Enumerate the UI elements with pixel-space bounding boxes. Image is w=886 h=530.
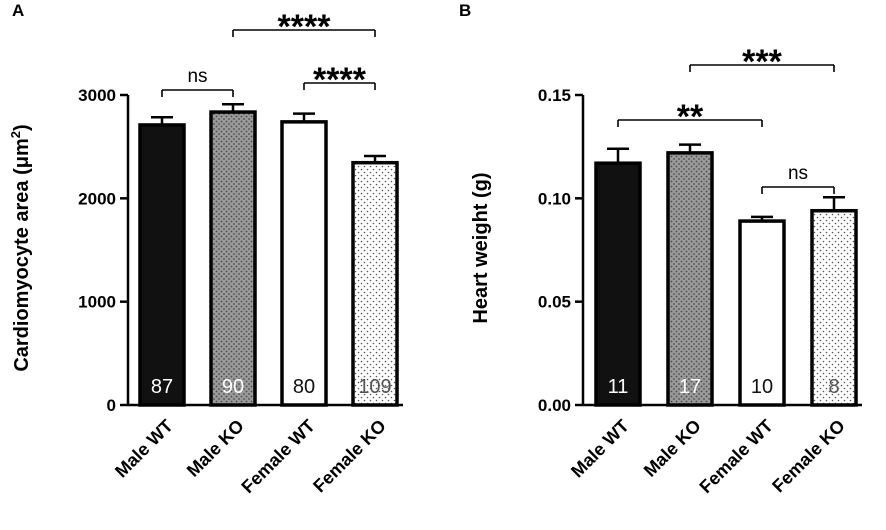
- x-tick-label: Male KO: [640, 416, 705, 481]
- x-tick-label: Female KO: [768, 416, 849, 497]
- bar-n-label: 87: [151, 376, 173, 398]
- panel-b: B Heart weight (g) 0.00 0.05 0.10 0.15 11 Male …: [459, 1, 862, 497]
- y-tick-label: 0.00: [538, 396, 571, 415]
- significance-label: ****: [278, 8, 332, 46]
- bar-n-label: 10: [751, 376, 773, 398]
- y-tick-label: 2000: [78, 189, 116, 208]
- bar: [594, 161, 642, 407]
- x-tick-label: Female KO: [309, 416, 390, 497]
- y-tick-label: 0: [107, 396, 116, 415]
- y-axis-title-superscript: 2: [8, 131, 23, 138]
- y-axis-title-main: Heart weight (g): [470, 172, 492, 323]
- bar: [666, 151, 714, 407]
- x-tick-label: Male WT: [567, 416, 633, 482]
- y-tick-label: 0.15: [538, 86, 571, 105]
- bar-n-label: 90: [222, 376, 244, 398]
- panel-label: B: [459, 1, 471, 20]
- bar-n-label: 80: [293, 376, 315, 398]
- y-tick-label: 0.10: [538, 189, 571, 208]
- bar: [280, 120, 328, 407]
- x-tick-label: Female WT: [695, 416, 776, 497]
- bar-n-label: 11: [608, 376, 629, 398]
- y-tick-label: 1000: [78, 293, 116, 312]
- y-axis-title-main: Cardiomyocyte area (μm: [11, 138, 33, 371]
- significance-label: ns: [788, 163, 808, 184]
- y-axis-title: Cardiomyocyte area (μm2): [8, 124, 33, 371]
- bar: [209, 110, 257, 407]
- y-axis-title: Heart weight (g): [470, 172, 492, 323]
- y-tick-label: 0.05: [538, 293, 571, 312]
- y-axis-title-close: ): [11, 124, 33, 131]
- panel-label: A: [12, 1, 24, 20]
- bar: [738, 219, 786, 407]
- bar-n-label: 17: [679, 376, 701, 398]
- x-tick-label: Male KO: [183, 416, 248, 481]
- significance-label: ns: [187, 66, 207, 87]
- bar-n-label: 8: [828, 376, 839, 398]
- y-tick-label: 3000: [78, 86, 116, 105]
- bar-n-label: 109: [358, 376, 391, 398]
- x-tick-label: Male WT: [111, 416, 177, 482]
- significance-label: ***: [742, 43, 782, 81]
- x-tick-label: Female WT: [237, 416, 318, 497]
- panel-a: A Cardiomyocyte area (μm2) 0 1000 2000 3000 87…: [8, 1, 403, 497]
- significance-label: **: [677, 98, 704, 136]
- significance-label: ****: [313, 61, 367, 99]
- bar: [138, 123, 186, 407]
- bar: [351, 160, 399, 407]
